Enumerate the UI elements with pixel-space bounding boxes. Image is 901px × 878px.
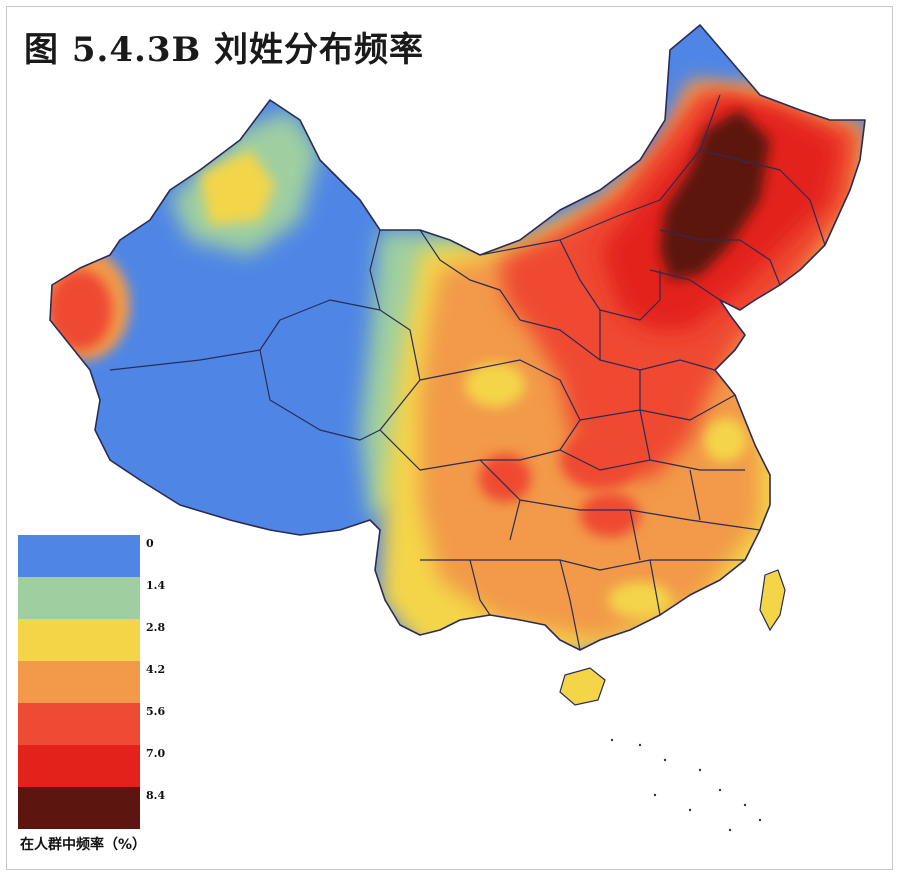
zone-2.8-4.2-dzungaria <box>200 150 275 225</box>
legend-value-4: 5.6 <box>146 705 166 718</box>
legend-swatch-1 <box>18 577 140 619</box>
legend-swatch-5 <box>18 745 140 787</box>
island-hainan <box>559 667 606 706</box>
zone-yellow-island-1 <box>465 363 525 407</box>
figure-title: 图 5.4.3B 刘姓分布频率 <box>24 30 425 70</box>
zone-yellow-island-2 <box>703 418 747 462</box>
legend-swatch-3 <box>18 661 140 703</box>
legend-swatch-4 <box>18 703 140 745</box>
zone-red-center <box>560 430 640 490</box>
legend-caption: 在人群中频率（%） <box>20 837 147 853</box>
legend-swatch-0 <box>18 535 140 577</box>
south-sea-islands <box>610 738 762 832</box>
zone-red-south <box>580 493 640 537</box>
legend-value-1: 1.4 <box>146 579 166 592</box>
zone-above-8.4 <box>660 110 770 280</box>
island-taiwan <box>759 569 786 632</box>
legend-value-2: 2.8 <box>146 621 166 634</box>
legend-value-3: 4.2 <box>146 663 166 676</box>
zone-ili-red <box>50 270 112 350</box>
legend-value-0: 0 <box>146 537 154 550</box>
legend-value-5: 7.0 <box>146 747 166 760</box>
zone-red-southwest <box>479 454 531 502</box>
province-borders <box>49 24 866 651</box>
legend-swatch-6 <box>18 787 140 829</box>
legend-swatch-2 <box>18 619 140 661</box>
legend-value-6: 8.4 <box>146 789 166 802</box>
